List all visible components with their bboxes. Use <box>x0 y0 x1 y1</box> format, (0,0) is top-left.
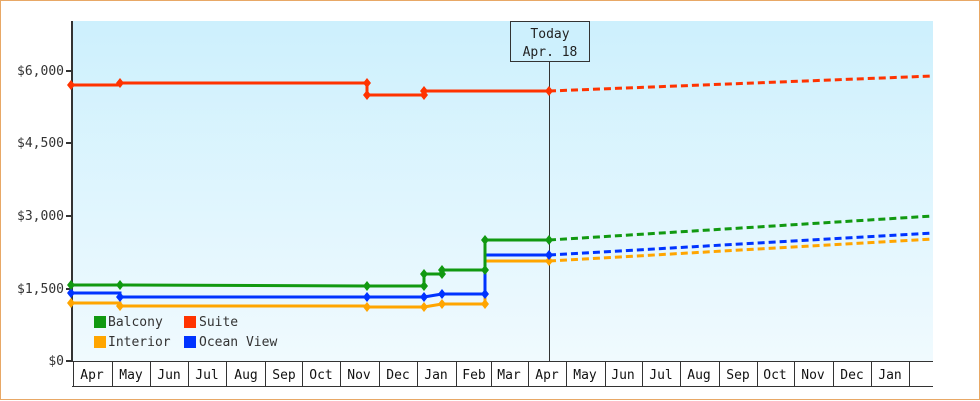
x-tick-label: Jan <box>424 368 447 383</box>
x-tick-label: Dec <box>840 368 863 383</box>
plot-area <box>73 21 933 361</box>
x-tick-label: Oct <box>309 368 332 383</box>
y-tick-label: $4,500 <box>17 136 64 151</box>
y-tick-label: $1,500 <box>17 282 64 297</box>
legend-swatch-ocean-view <box>184 336 196 348</box>
x-tick-label: May <box>119 368 143 383</box>
y-ticks <box>66 70 72 362</box>
legend-label: Balcony <box>108 315 163 330</box>
x-tick-label: Apr <box>80 368 104 383</box>
x-tick-label: Jul <box>195 368 218 383</box>
legend-label: Suite <box>199 315 238 330</box>
x-tick-label: Sep <box>272 368 296 383</box>
legend: Balcony Suite Interior Ocean View <box>94 315 277 350</box>
y-tick-label: $3,000 <box>17 209 64 224</box>
x-tick-label: Nov <box>801 368 825 383</box>
x-tick-label: Jun <box>611 368 634 383</box>
x-tick-label: Nov <box>347 368 371 383</box>
legend-label: Ocean View <box>199 335 277 350</box>
x-tick-label: Jul <box>649 368 672 383</box>
x-tick-label: Jun <box>157 368 180 383</box>
x-tick-label: Dec <box>386 368 409 383</box>
x-tick-label: Mar <box>497 368 521 383</box>
legend-swatch-balcony <box>94 316 106 328</box>
y-tick-label: $6,000 <box>17 64 64 79</box>
series-balcony <box>67 214 934 291</box>
x-tick-label: Aug <box>234 368 257 383</box>
legend-swatch-suite <box>184 316 196 328</box>
x-tick-label: Oct <box>763 368 786 383</box>
x-tick-label: Feb <box>462 368 486 383</box>
today-date: Apr. 18 <box>523 45 578 60</box>
x-tick-label: Aug <box>687 368 710 383</box>
x-tick-label: Jan <box>878 368 901 383</box>
x-tick-label: Apr <box>535 368 559 383</box>
x-axis <box>72 361 933 387</box>
legend-label: Interior <box>108 335 171 350</box>
x-tick-label: Sep <box>726 368 750 383</box>
y-tick-label: $0 <box>48 354 64 369</box>
x-tick-label: May <box>573 368 597 383</box>
legend-swatch-interior <box>94 336 106 348</box>
today-box <box>510 21 590 62</box>
today-label: Today <box>530 27 569 42</box>
series-suite <box>67 74 934 100</box>
